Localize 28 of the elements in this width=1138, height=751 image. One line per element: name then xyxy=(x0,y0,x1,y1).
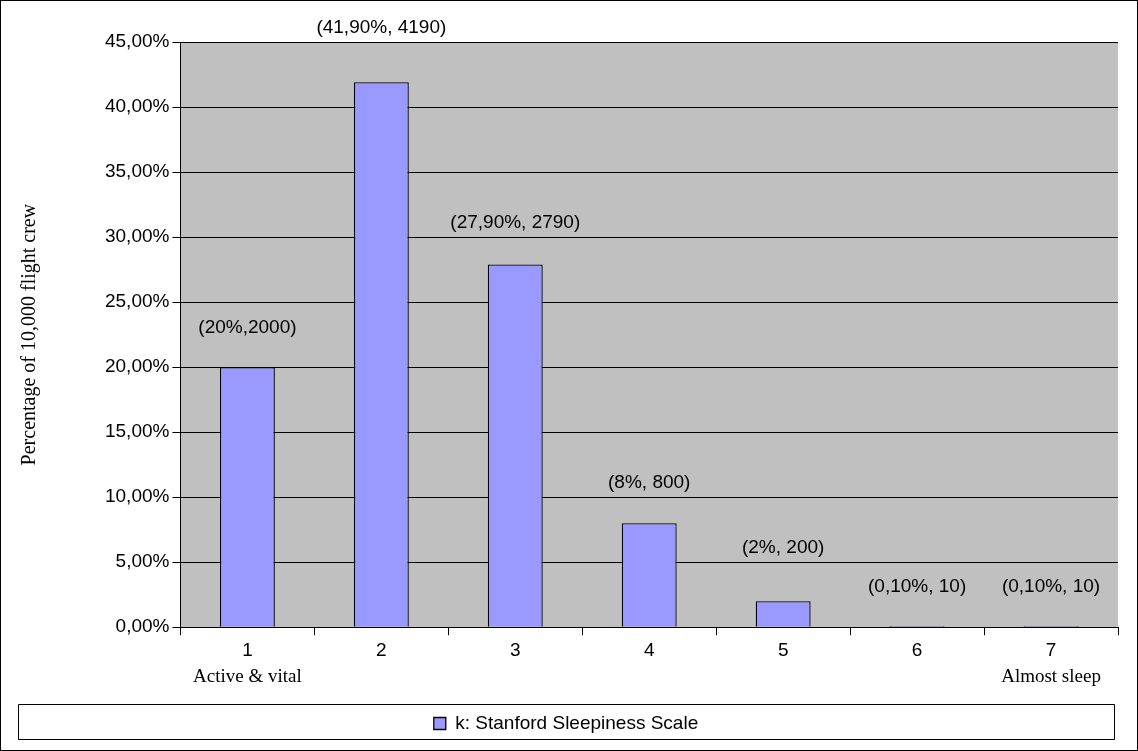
y-tick-label: 40,00% xyxy=(104,95,170,117)
x-tick-label: 1 xyxy=(242,638,253,660)
y-tick-label: 15,00% xyxy=(104,420,170,442)
y-tick-label: 25,00% xyxy=(104,290,170,312)
legend-label: k: Stanford Sleepiness Scale xyxy=(455,711,699,733)
x-tick-label: 6 xyxy=(911,638,923,660)
data-label: (0,10%, 10) xyxy=(867,574,967,596)
x-tick-label: 2 xyxy=(376,638,387,660)
text: Almost sleep xyxy=(1001,664,1101,686)
text: Active & vital xyxy=(193,664,302,686)
x-tick-label: 5 xyxy=(777,638,789,660)
data-label: (8%, 800) xyxy=(608,470,691,492)
x-tick-label: 3 xyxy=(509,638,521,660)
y-tick-label: 5,00% xyxy=(115,550,170,572)
data-label: (20%,2000) xyxy=(198,315,297,337)
y-tick-label: 0,00% xyxy=(115,615,170,637)
y-tick-label: 30,00% xyxy=(104,225,170,247)
y-tick-label: 35,00% xyxy=(104,160,170,182)
x-tick-label: 4 xyxy=(643,638,655,660)
data-label: (0,10%, 10) xyxy=(1001,574,1101,596)
data-label: (27,90%, 2790) xyxy=(450,210,581,232)
y-tick-label: 45,00% xyxy=(104,30,170,52)
data-label: (2%, 200) xyxy=(741,535,825,557)
x-tick-label: 7 xyxy=(1045,638,1057,660)
y-axis-title: Percentage of 10,000 flight crew xyxy=(17,203,41,466)
y-tick-label: 10,00% xyxy=(104,485,170,507)
y-tick-label: 20,00% xyxy=(104,355,170,377)
data-label: (41,90%, 4190) xyxy=(316,15,447,37)
